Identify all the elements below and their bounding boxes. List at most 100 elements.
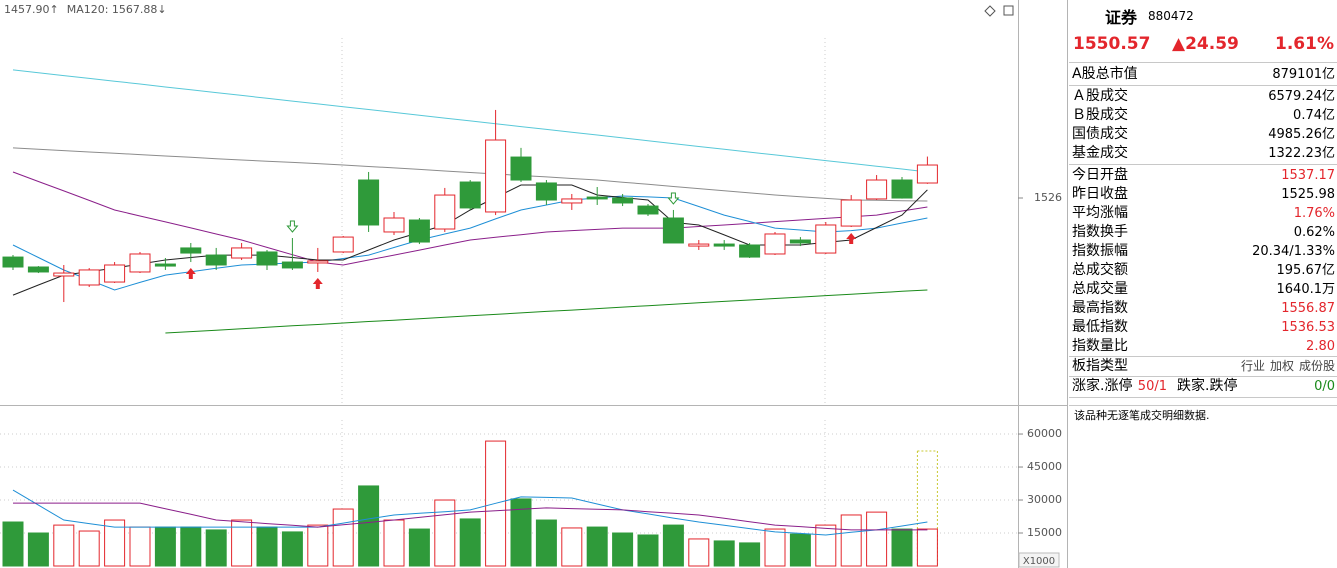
signal-down xyxy=(286,220,299,233)
volume-bar xyxy=(104,519,126,567)
volume-bar xyxy=(510,498,532,567)
candle-body xyxy=(281,261,303,269)
volume-bar xyxy=(53,524,75,567)
unit-label: X1000 xyxy=(1023,556,1055,567)
volume-bar xyxy=(561,527,583,567)
candle-body xyxy=(332,236,354,253)
candle-body xyxy=(2,256,24,268)
candle-body xyxy=(307,260,329,264)
type-value[interactable]: 行业 xyxy=(1240,359,1265,373)
breadth-item: 50/1 xyxy=(1137,379,1167,394)
change-pct: 1.61% xyxy=(1275,34,1334,54)
volume-bar xyxy=(281,531,303,567)
type-value[interactable]: 成份股 xyxy=(1298,359,1335,373)
row-value: 1556.87 xyxy=(1281,301,1335,316)
row-value: 1.76% xyxy=(1293,206,1335,221)
candle-body xyxy=(916,164,938,184)
info-row: 昨日收盘 1525.98 xyxy=(1072,185,1335,204)
type-values: 行业 加权 成份股 xyxy=(1236,357,1335,376)
volume-bar xyxy=(2,521,24,567)
candle-body xyxy=(840,199,862,227)
candle-body xyxy=(510,156,532,181)
row-value: 20.34/1.33% xyxy=(1252,244,1335,259)
row-label: 总成交额 xyxy=(1072,262,1128,278)
breadth-row: 涨家.涨停 50/1 跌家.跌停 0/0 xyxy=(1072,377,1335,396)
candle-body xyxy=(535,182,557,201)
icon-square[interactable] xyxy=(1003,5,1014,16)
volume-bar xyxy=(231,519,253,567)
candle-body xyxy=(815,224,837,254)
row-value: 1537.17 xyxy=(1281,168,1335,183)
info-row: Ａ股成交 6579.24亿 xyxy=(1072,87,1335,106)
candle-body xyxy=(789,239,811,244)
candle-body xyxy=(637,205,659,215)
info-row: 指数振幅 20.34/1.33% xyxy=(1072,242,1335,261)
candle-body xyxy=(612,197,634,204)
separator xyxy=(1069,85,1337,86)
type-row: 板指类型 行业 加权 成份股 xyxy=(1072,357,1335,376)
candle-body xyxy=(154,263,176,267)
y-tick-label: 15000 xyxy=(1027,526,1062,539)
stock-name: 证券 xyxy=(1105,8,1138,27)
y-tick-label: 30000 xyxy=(1027,493,1062,506)
volume-bar xyxy=(612,532,634,567)
candle-body xyxy=(53,272,75,277)
info-row: 最低指数 1536.53 xyxy=(1072,318,1335,337)
row-label: 今日开盘 xyxy=(1072,167,1128,183)
info-panel: 证券 880472 1550.57 ▲24.59 1.61% A股总市值 879101亿 Ａ股… xyxy=(1069,0,1337,568)
candle-body xyxy=(459,181,481,209)
volume-bar xyxy=(307,524,329,567)
candle-body xyxy=(586,196,608,200)
volume-bar xyxy=(637,534,659,567)
info-row: 平均涨幅 1.76% xyxy=(1072,204,1335,223)
ma-line xyxy=(165,289,928,334)
separator xyxy=(1069,397,1337,398)
info-row: 今日开盘 1537.17 xyxy=(1072,166,1335,185)
separator xyxy=(1069,405,1337,406)
volume-bar xyxy=(586,526,608,567)
info-row: 总成交量 1640.1万 xyxy=(1072,280,1335,299)
volume-bar xyxy=(815,524,837,567)
info-row: A股总市值 879101亿 xyxy=(1072,65,1335,84)
y-tick-label: 45000 xyxy=(1027,460,1062,473)
volume-bar xyxy=(713,540,735,567)
row-label: 指数换手 xyxy=(1072,224,1128,240)
candle-body xyxy=(866,179,888,200)
icon-diamond[interactable] xyxy=(984,5,996,17)
info-row: 国债成交 4985.26亿 xyxy=(1072,125,1335,144)
ma-line xyxy=(12,69,928,173)
info-row: 基金成交 1322.23亿 xyxy=(1072,144,1335,163)
row-label: 最高指数 xyxy=(1072,300,1128,316)
type-value[interactable]: 加权 xyxy=(1269,359,1294,373)
volume-ma-line xyxy=(13,502,928,531)
volume-bar xyxy=(789,533,811,567)
breadth-item: 跌家.跌停 xyxy=(1177,378,1238,394)
candle-body xyxy=(662,217,684,244)
volume-bar xyxy=(383,519,405,567)
row-value: 0.74亿 xyxy=(1293,108,1335,123)
volume-bar xyxy=(154,526,176,567)
volume-bar xyxy=(840,514,862,567)
volume-bar xyxy=(739,542,761,567)
candle-body xyxy=(739,244,761,258)
volume-bar xyxy=(535,519,557,567)
candle-body xyxy=(256,251,278,266)
volume-bar xyxy=(434,499,456,567)
price: 1550.57 xyxy=(1073,34,1151,54)
y-tick-label: 60000 xyxy=(1027,427,1062,440)
candle-body xyxy=(713,243,735,247)
y-tick-label: 1526 xyxy=(1034,191,1062,204)
row-value: 4985.26亿 xyxy=(1268,127,1335,142)
candle-body xyxy=(205,254,227,266)
volume-bar xyxy=(180,526,202,567)
row-value: 2.80 xyxy=(1306,339,1335,354)
info-row: 总成交额 195.67亿 xyxy=(1072,261,1335,280)
row-value: 1322.23亿 xyxy=(1268,146,1335,161)
row-value: 1525.98 xyxy=(1281,187,1335,202)
signal-down xyxy=(667,192,680,205)
volume-bar xyxy=(332,508,354,567)
row-value: 0.62% xyxy=(1293,225,1335,240)
candle-body xyxy=(408,219,430,243)
ma-line xyxy=(12,147,928,202)
